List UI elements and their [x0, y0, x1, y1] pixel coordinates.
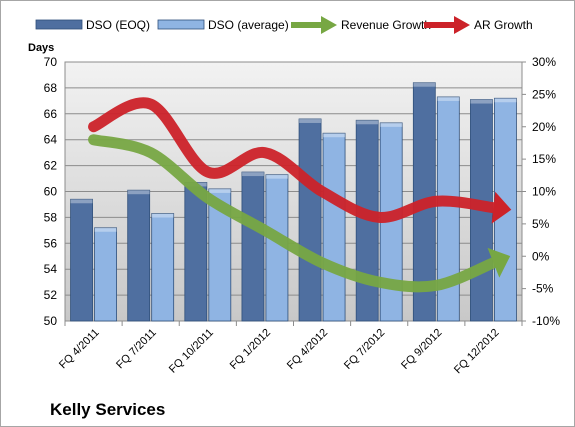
- line-revenue-growth: [88, 134, 499, 293]
- bar-dso-eoq: [70, 198, 93, 322]
- right-tick-label: 10%: [532, 185, 556, 199]
- bar-highlight: [70, 199, 93, 204]
- x-tick-label: FQ 9/2012: [399, 327, 444, 372]
- bar-highlight: [413, 82, 436, 87]
- x-tick-label: FQ 10/2011: [167, 327, 216, 376]
- bar-dso-average: [94, 227, 117, 322]
- right-tick-label: -5%: [532, 282, 554, 296]
- arrow-head: [491, 191, 512, 224]
- x-tick-label: FQ 4/2012: [285, 327, 330, 372]
- bar-highlight: [151, 213, 174, 218]
- left-tick-label: 70: [44, 55, 58, 69]
- bar-highlight: [208, 188, 231, 193]
- bar-dso-eoq: [298, 118, 322, 322]
- right-tick-label: 25%: [532, 87, 556, 101]
- x-tick-label: FQ 4/2011: [57, 327, 102, 372]
- left-tick-label: 56: [44, 236, 58, 250]
- left-tick-label: 50: [44, 314, 58, 328]
- x-tick-label: FQ 12/2012: [452, 327, 502, 377]
- right-tick-label: 30%: [532, 55, 556, 69]
- bar-dso-eoq: [127, 189, 151, 322]
- legend-swatch: [35, 19, 83, 30]
- legend-swatch: [157, 19, 205, 30]
- bar-dso-eoq: [184, 182, 208, 322]
- bar-dso-average: [151, 213, 175, 322]
- bar-highlight: [299, 118, 322, 123]
- left-tick-label: 54: [44, 262, 58, 276]
- left-tick-label: 66: [44, 107, 58, 121]
- arrow-head: [487, 247, 511, 278]
- left-axis-title: Days: [28, 42, 54, 54]
- growth-lines: [88, 97, 512, 293]
- bar-highlight: [356, 120, 379, 125]
- legend-label: Revenue Growth: [341, 18, 431, 32]
- bar-highlight: [265, 174, 288, 179]
- bar-dso-eoq: [241, 171, 265, 322]
- left-tick-label: 58: [44, 210, 58, 224]
- bar-highlight: [380, 122, 403, 127]
- x-axis-ticks: FQ 4/2011 FQ 7/2011 FQ 10/2011 FQ 1/2012 FQ …: [57, 321, 523, 377]
- left-tick-label: 68: [44, 81, 58, 95]
- left-tick-label: 60: [44, 185, 58, 199]
- legend-label: AR Growth: [474, 18, 533, 32]
- bar-highlight: [470, 99, 493, 104]
- bar-dso-average: [436, 96, 460, 322]
- bar-dso-average: [208, 188, 232, 322]
- x-tick-label: FQ 7/2011: [114, 327, 159, 372]
- bar-highlight: [437, 96, 460, 101]
- x-tick-label: FQ 1/2012: [228, 327, 273, 372]
- right-tick-label: 0%: [532, 249, 550, 263]
- left-tick-label: 52: [44, 288, 58, 302]
- bar-highlight: [241, 172, 264, 177]
- right-tick-label: 5%: [532, 217, 550, 231]
- legend-label: DSO (EOQ): [86, 18, 150, 32]
- chart-title: Kelly Services: [50, 400, 165, 419]
- x-tick-label: FQ 7/2012: [342, 327, 387, 372]
- legend: DSO (EOQ) DSO (average) Revenue Growth AR G…: [35, 16, 533, 34]
- left-tick-label: 64: [44, 133, 58, 147]
- right-tick-label: 20%: [532, 120, 556, 134]
- legend-swatch: [291, 16, 337, 34]
- bar-highlight: [127, 190, 150, 195]
- line-ar-growth: [88, 97, 499, 223]
- right-tick-label: -10%: [532, 314, 560, 328]
- right-axis-ticks: -10% -5% 0% 5% 10% 15% 20% 25% 30%: [522, 55, 560, 328]
- bar-highlight: [323, 133, 346, 138]
- bar-highlight: [494, 98, 517, 103]
- bar-highlight: [94, 227, 117, 232]
- legend-swatch: [424, 16, 470, 34]
- left-tick-label: 62: [44, 159, 58, 173]
- legend-label: DSO (average): [208, 18, 289, 32]
- bar-dso-average: [322, 132, 346, 322]
- left-axis-ticks: 50 52 54 56 58 60 62 64 66 68 70: [44, 55, 58, 328]
- right-tick-label: 15%: [532, 152, 556, 166]
